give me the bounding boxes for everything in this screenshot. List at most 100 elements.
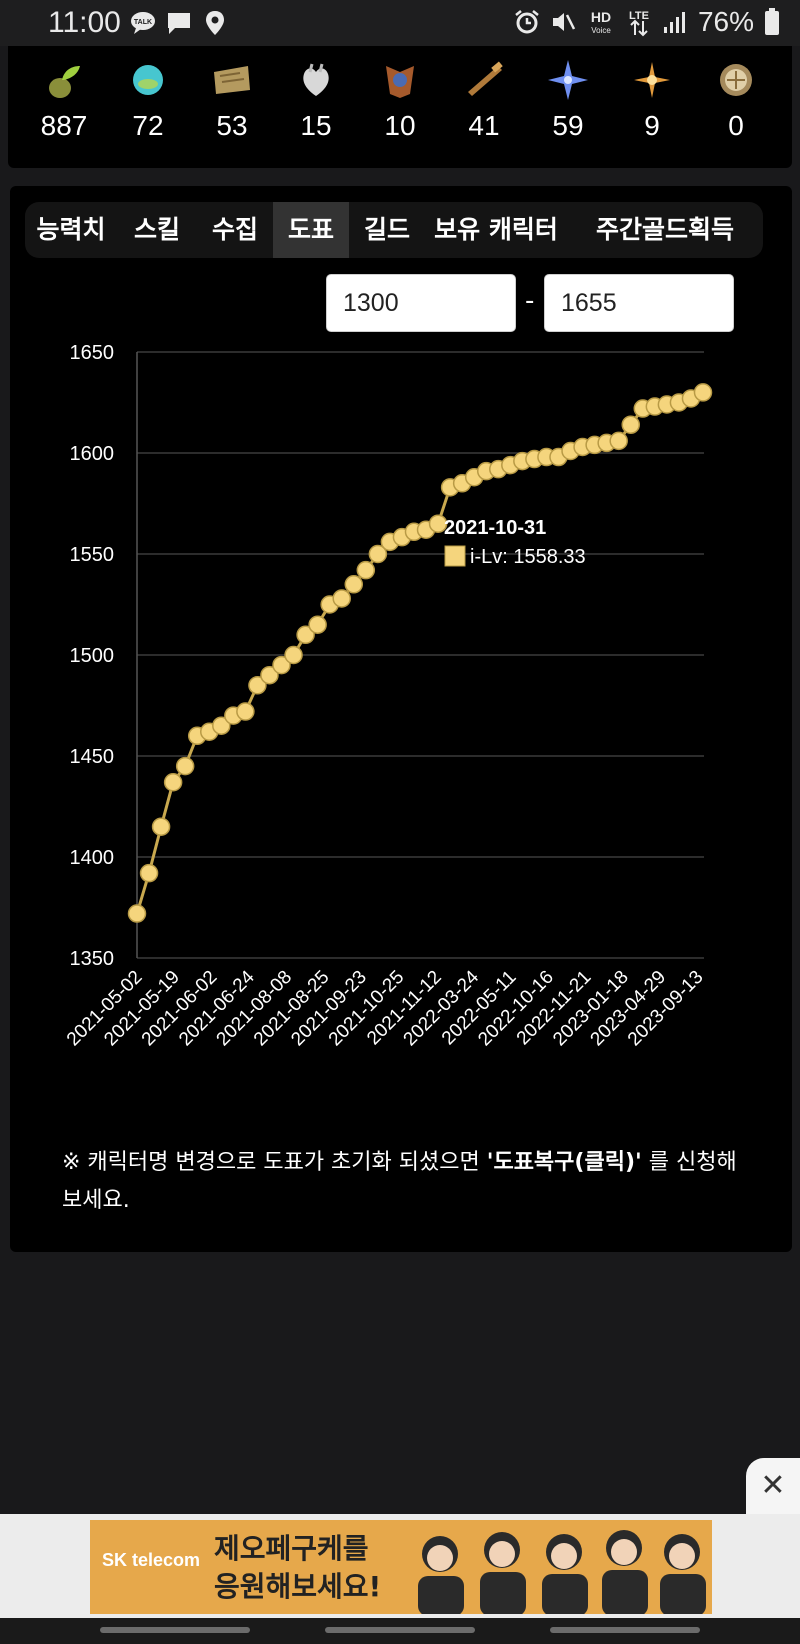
lte-icon: LTE <box>629 10 649 37</box>
collection-item-medal[interactable]: 0 <box>694 58 778 142</box>
telescope-icon <box>468 61 503 96</box>
tab-owned-characters[interactable]: 보유 캐릭터 <box>434 215 558 244</box>
data-point[interactable] <box>248 676 267 695</box>
data-point[interactable] <box>212 716 231 735</box>
collection-item-telescope[interactable]: 41 <box>442 58 526 142</box>
collection-item-seed[interactable]: 887 <box>22 58 106 142</box>
tab-graph[interactable]: 도표 <box>273 202 349 258</box>
talk-icon: TALK <box>131 12 155 34</box>
collection-count: 10 <box>384 110 416 141</box>
collection-count: 0 <box>728 110 744 141</box>
island-orb-icon <box>133 65 163 95</box>
ad-brand: SK telecom <box>102 1550 201 1570</box>
battery-icon <box>765 8 779 35</box>
tab-stats[interactable]: 능력치 <box>36 215 106 244</box>
data-point[interactable] <box>163 773 183 792</box>
restore-graph-link[interactable]: '도표복구(클릭)' <box>486 1150 642 1175</box>
tab-weekly-gold[interactable]: 주간골드획득 <box>595 215 734 244</box>
map-scroll-icon <box>214 66 250 94</box>
tooltip-date: 2021-10-31 <box>444 517 546 539</box>
battery-percent: 76% <box>697 6 754 37</box>
data-point[interactable] <box>296 625 315 645</box>
y-tick-label: 1400 <box>70 847 115 869</box>
data-point[interactable] <box>139 863 159 883</box>
compass-star-icon <box>634 62 670 98</box>
tooltip-swatch <box>444 545 466 567</box>
talk-badge-text: TALK <box>134 19 152 26</box>
hd-voice-icon: HD Voice <box>591 9 611 35</box>
mute-icon <box>552 13 576 31</box>
collection-item-map[interactable]: 53 <box>190 58 274 142</box>
tab-bar: 능력치 스킬 수집 도표 길드 보유 캐릭터 주간골드획득 <box>25 202 763 258</box>
data-point[interactable] <box>368 544 388 564</box>
collection-card: 887 72 53 15 10 41 <box>8 46 792 168</box>
y-tick-label: 1500 <box>70 645 115 667</box>
collection-item-star-leaf[interactable]: 59 <box>526 58 610 142</box>
nav-home-button[interactable] <box>325 1627 475 1633</box>
chart-tooltip: 2021-10-31 i-Lv: 1558.33 <box>444 517 586 568</box>
hd-label: HD <box>591 9 611 25</box>
status-time: 11:00 <box>48 6 121 39</box>
nav-recents-button[interactable] <box>100 1627 250 1633</box>
tab-collection[interactable]: 수집 <box>211 215 258 244</box>
range-max-input[interactable] <box>544 274 734 332</box>
note-prefix: ※ 캐릭터명 변경으로 도표가 초기화 되셨으면 <box>62 1150 487 1175</box>
voice-label: Voice <box>591 26 611 35</box>
y-axis-ticks: 1350 1400 1450 1500 1550 1600 1650 <box>70 342 115 970</box>
data-point[interactable] <box>236 702 255 721</box>
ad-headline: 제오페구케를 응원해보세요! <box>214 1530 381 1606</box>
y-tick-label: 1600 <box>70 443 115 465</box>
data-point[interactable] <box>356 560 376 580</box>
alarm-icon <box>515 10 539 34</box>
data-point[interactable] <box>693 383 713 402</box>
collection-count: 53 <box>216 110 248 141</box>
data-point[interactable] <box>332 589 351 608</box>
data-point[interactable] <box>151 817 171 836</box>
note-suffix: 를 신청해보세요. <box>62 1150 737 1213</box>
ad-close-button[interactable]: ✕ <box>746 1458 800 1514</box>
data-point[interactable] <box>127 904 147 923</box>
collection-count: 9 <box>644 110 660 141</box>
restore-note: ※ 캐릭터명 변경으로 도표가 초기화 되셨으면 '도표복구(클릭)' 를 신청… <box>62 1144 742 1220</box>
data-point[interactable] <box>308 615 327 634</box>
data-point[interactable] <box>621 415 640 434</box>
ad-line-1: 제오페구케를 <box>214 1532 369 1565</box>
collection-count: 59 <box>552 110 584 141</box>
collection-count: 41 <box>468 110 500 141</box>
tooltip-value: i-Lv: 1558.33 <box>470 546 586 568</box>
ad-line-2: 응원해보세요! <box>214 1570 382 1603</box>
collection-count: 15 <box>300 110 332 141</box>
collection-item-island[interactable]: 72 <box>106 58 190 142</box>
collection-item-compass-star[interactable]: 9 <box>610 58 694 142</box>
data-point[interactable] <box>272 655 291 675</box>
y-tick-label: 1550 <box>70 544 115 566</box>
nav-back-button[interactable] <box>550 1627 700 1633</box>
data-point[interactable] <box>428 514 448 533</box>
y-tick-label: 1350 <box>70 948 115 970</box>
tab-skills[interactable]: 스킬 <box>133 215 180 244</box>
data-point[interactable] <box>609 431 628 451</box>
status-bar: 11:00 TALK HD Voice LTE <box>0 0 800 46</box>
x-axis-ticks: 2021-05-022021-05-192021-06-022021-06-24… <box>63 966 708 1050</box>
signal-icon <box>663 12 685 33</box>
y-tick-label: 1450 <box>70 746 115 768</box>
graph-card: 능력치 스킬 수집 도표 길드 보유 캐릭터 주간골드획득 - 1350 1400… <box>10 186 792 1252</box>
collection-count: 72 <box>132 110 164 141</box>
collection-item-heart[interactable]: 15 <box>274 58 358 142</box>
ad-players-image <box>418 1530 706 1614</box>
art-icon <box>386 66 414 98</box>
collection-item-art[interactable]: 10 <box>358 58 442 142</box>
data-point[interactable] <box>175 756 195 776</box>
location-icon <box>206 11 224 35</box>
series-line <box>135 391 704 915</box>
data-point[interactable] <box>284 645 303 665</box>
tab-guild[interactable]: 길드 <box>363 215 410 244</box>
data-point[interactable] <box>344 575 364 594</box>
data-points <box>127 383 713 923</box>
y-tick-label: 1650 <box>70 342 115 364</box>
range-min-input[interactable] <box>326 274 516 332</box>
ad-banner[interactable]: SK telecom 제오페구케를 응원해보세요! <box>90 1520 712 1614</box>
data-point[interactable] <box>260 665 279 685</box>
message-icon <box>168 13 190 34</box>
star-leaf-icon <box>548 60 588 100</box>
